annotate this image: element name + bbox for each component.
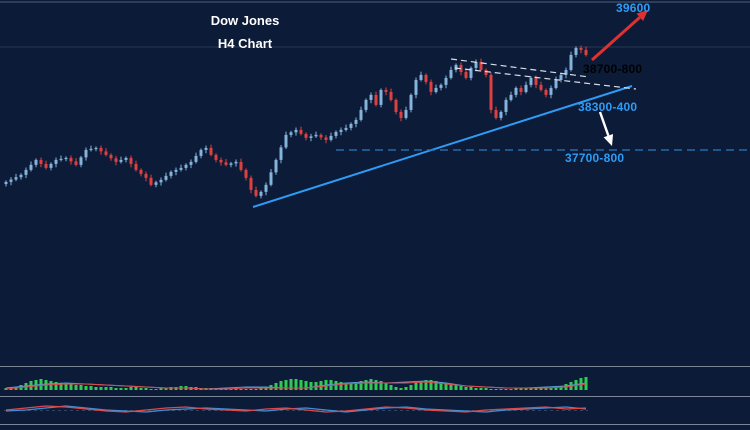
- chart-title-symbol: Dow Jones: [210, 13, 280, 28]
- price-label-lower-support: 37700-800: [565, 151, 625, 165]
- price-label-target: 39600: [616, 1, 651, 15]
- chart-title-timeframe: H4 Chart: [217, 36, 273, 51]
- price-label-resistance: 38700-800: [583, 62, 643, 76]
- price-label-mid-support: 38300-400: [578, 100, 638, 114]
